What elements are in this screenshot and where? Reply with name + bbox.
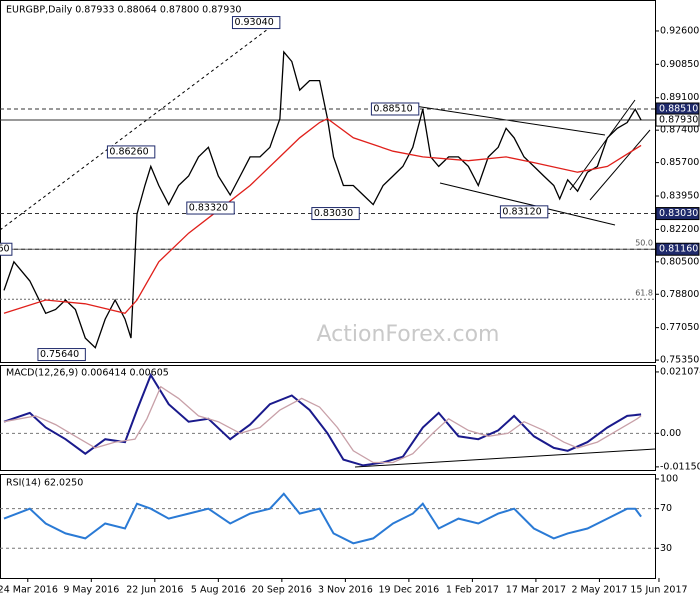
price-level-box	[655, 207, 700, 221]
y-tick-label: 0.00	[660, 428, 681, 439]
point-label-box	[37, 348, 86, 362]
point-label-box	[370, 102, 420, 116]
point-label-box	[0, 242, 13, 256]
point-label: 0.88510	[373, 103, 412, 114]
chart-title: EURGBP,Daily 0.87933 0.88064 0.87800 0.8…	[6, 5, 241, 16]
price-level-box	[655, 113, 700, 127]
rsi-panel	[0, 474, 656, 579]
series-line	[3, 117, 642, 315]
fib-label: 61.8	[635, 289, 653, 298]
x-tick-label: 17 Mar 2017	[506, 585, 566, 596]
x-tick-label: 15 Jun 2017	[630, 585, 687, 596]
y-tick-label: 0.90850	[660, 59, 699, 70]
y-tick-label: 0.77050	[660, 322, 699, 333]
y-tick-label: 0.89100	[660, 92, 699, 103]
point-label: 0.83320	[189, 203, 228, 214]
price-level-label: 0.83030	[659, 208, 698, 219]
macd-title: MACD(12,26,9) 0.006414 0.00605	[6, 368, 169, 379]
point-label: 60	[0, 244, 10, 255]
channel-line	[569, 99, 636, 191]
series-line	[3, 492, 642, 545]
channel-line	[589, 129, 651, 201]
x-tick-label: 19 Dec 2016	[379, 585, 440, 596]
y-tick-label: 30	[660, 543, 672, 554]
series-line	[3, 385, 642, 464]
price-level-label: 0.88510	[659, 103, 698, 114]
y-tick-label: 100	[660, 473, 678, 484]
macd-panel	[0, 365, 656, 471]
channel-line	[394, 102, 606, 136]
point-label: 0.86260	[109, 146, 148, 157]
x-tick-label: 20 Sep 2016	[252, 585, 312, 596]
y-tick-label: 0.83950	[660, 191, 699, 202]
point-label: 0.93040	[234, 17, 273, 28]
point-label-box	[311, 207, 360, 221]
y-tick-label: 0.75350	[660, 355, 699, 366]
point-label-box	[231, 16, 281, 30]
y-tick-label: 0.87400	[660, 125, 699, 136]
x-tick-label: 5 Aug 2016	[191, 585, 246, 596]
trend-line	[0, 19, 281, 231]
y-tick-label: 0.82200	[660, 224, 699, 235]
price-level-label: 0.87930	[659, 115, 698, 126]
price-panel	[0, 0, 656, 363]
macd-trend-line	[354, 448, 656, 468]
point-label: 0.75640	[40, 349, 79, 360]
x-tick-label: 22 Jun 2016	[126, 585, 183, 596]
point-label: 0.83120	[502, 206, 541, 217]
x-tick-label: 24 Mar 2016	[0, 585, 58, 596]
price-level-label: 0.81160	[659, 244, 698, 255]
rsi-title: RSI(14) 62.0250	[6, 478, 83, 489]
y-tick-label: 0.78800	[660, 289, 699, 300]
channel-line	[439, 182, 616, 226]
x-tick-label: 3 Nov 2016	[318, 585, 373, 596]
y-tick-label: 0.92600	[660, 25, 699, 36]
point-label-box	[186, 201, 235, 215]
y-tick-label: 70	[660, 503, 672, 514]
watermark: ActionForex.com	[317, 322, 500, 347]
y-tick-label: 0.80500	[660, 256, 699, 267]
point-label-box	[106, 145, 156, 159]
point-label-box	[499, 205, 549, 219]
fib-label: 50.0	[635, 239, 653, 248]
series-line	[3, 50, 642, 349]
point-label: 0.83030	[314, 208, 353, 219]
x-tick-label: 9 May 2016	[63, 585, 119, 596]
price-level-box	[655, 242, 700, 256]
y-tick-label: -0.011507	[660, 461, 700, 472]
series-line	[3, 372, 642, 467]
y-tick-label: 0.021074	[660, 366, 700, 377]
y-tick-label: 0.85700	[660, 157, 699, 168]
x-tick-label: 2 May 2017	[571, 585, 627, 596]
x-tick-label: 1 Feb 2017	[446, 585, 499, 596]
